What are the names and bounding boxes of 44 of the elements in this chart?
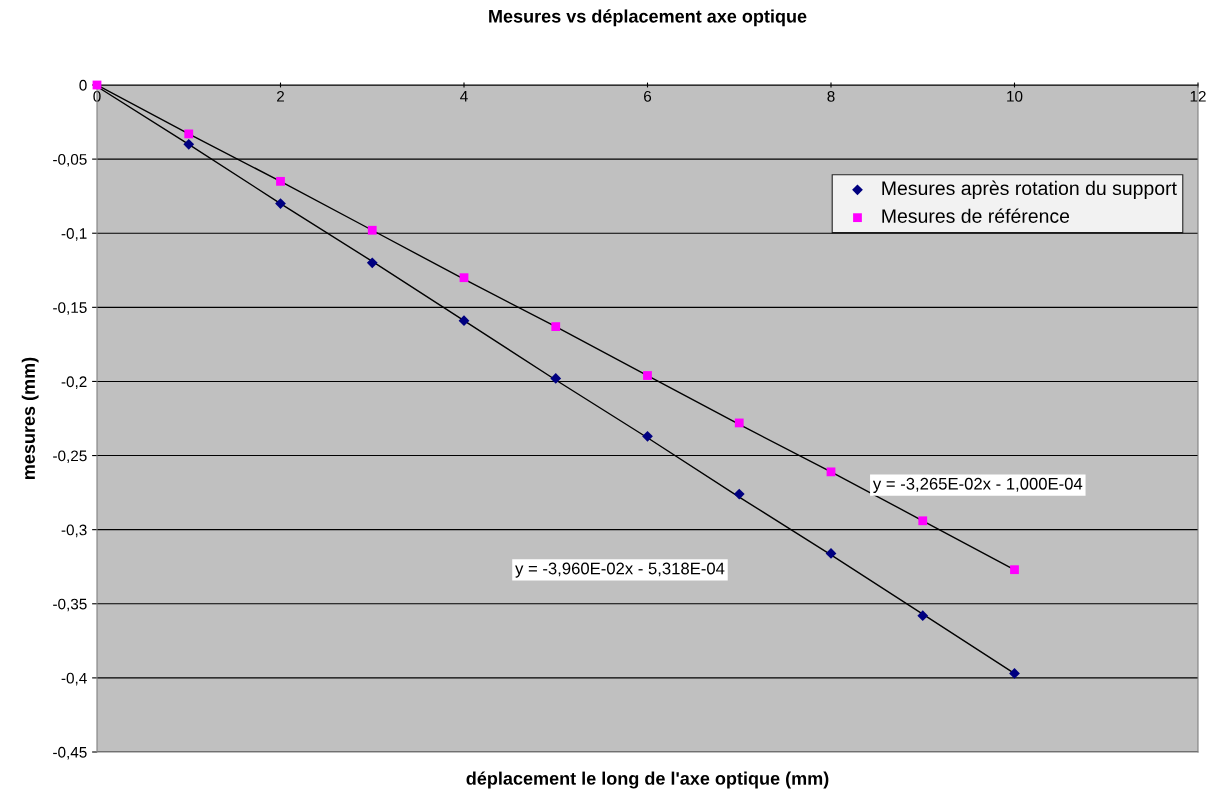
chart-title: Mesures vs déplacement axe optique <box>489 9 807 27</box>
y-tick-label: -0,3 <box>61 524 87 538</box>
point <box>826 467 836 477</box>
point <box>275 198 286 209</box>
point <box>643 371 652 380</box>
point <box>551 322 561 331</box>
x-tick-label: 0 <box>93 90 101 102</box>
x-tick-label: 10 <box>1007 90 1023 102</box>
x-tick-label: 4 <box>460 91 468 102</box>
y-tick-label: -0,05 <box>53 153 87 167</box>
point <box>1009 668 1020 679</box>
point <box>366 257 378 269</box>
point <box>918 516 928 526</box>
point <box>458 315 470 327</box>
y-tick-label: -0,25 <box>53 450 87 464</box>
point <box>183 138 195 150</box>
x-tick-label: 12 <box>1190 90 1206 102</box>
y-tick-label: -0,2 <box>61 376 87 389</box>
point <box>367 225 377 235</box>
x-tick-label: 8 <box>827 90 835 102</box>
point <box>550 373 562 384</box>
x-tick-label: 6 <box>644 90 652 102</box>
y-tick-label: -0,15 <box>53 302 87 315</box>
legend-label: Mesures de référence <box>882 208 1070 223</box>
y-tick-label: -0,4 <box>61 672 87 686</box>
x-axis-title: déplacement le long de l'axe optique (mm) <box>466 771 829 789</box>
point <box>734 418 744 428</box>
point <box>917 610 929 622</box>
legend-label: Mesures après rotation du support <box>882 180 1177 199</box>
point <box>642 430 653 442</box>
point <box>276 176 285 186</box>
y-tick-label: -0,1 <box>61 228 87 241</box>
point <box>184 129 194 139</box>
x-tick-label: 2 <box>277 90 284 102</box>
y-tick-label: -0,35 <box>53 598 87 612</box>
point <box>825 548 837 559</box>
annotation: y = -3,960E-02x - 5,318E-04 <box>515 562 725 578</box>
point <box>733 488 745 500</box>
point <box>459 273 469 283</box>
y-axis-title: mesures (mm) <box>21 357 39 480</box>
y-tick-label: 0 <box>79 79 87 91</box>
y-tick-label: -0,45 <box>53 746 87 760</box>
annotation: y = -3,265E-02x - 1,000E-04 <box>872 477 1083 493</box>
point <box>1010 565 1019 575</box>
